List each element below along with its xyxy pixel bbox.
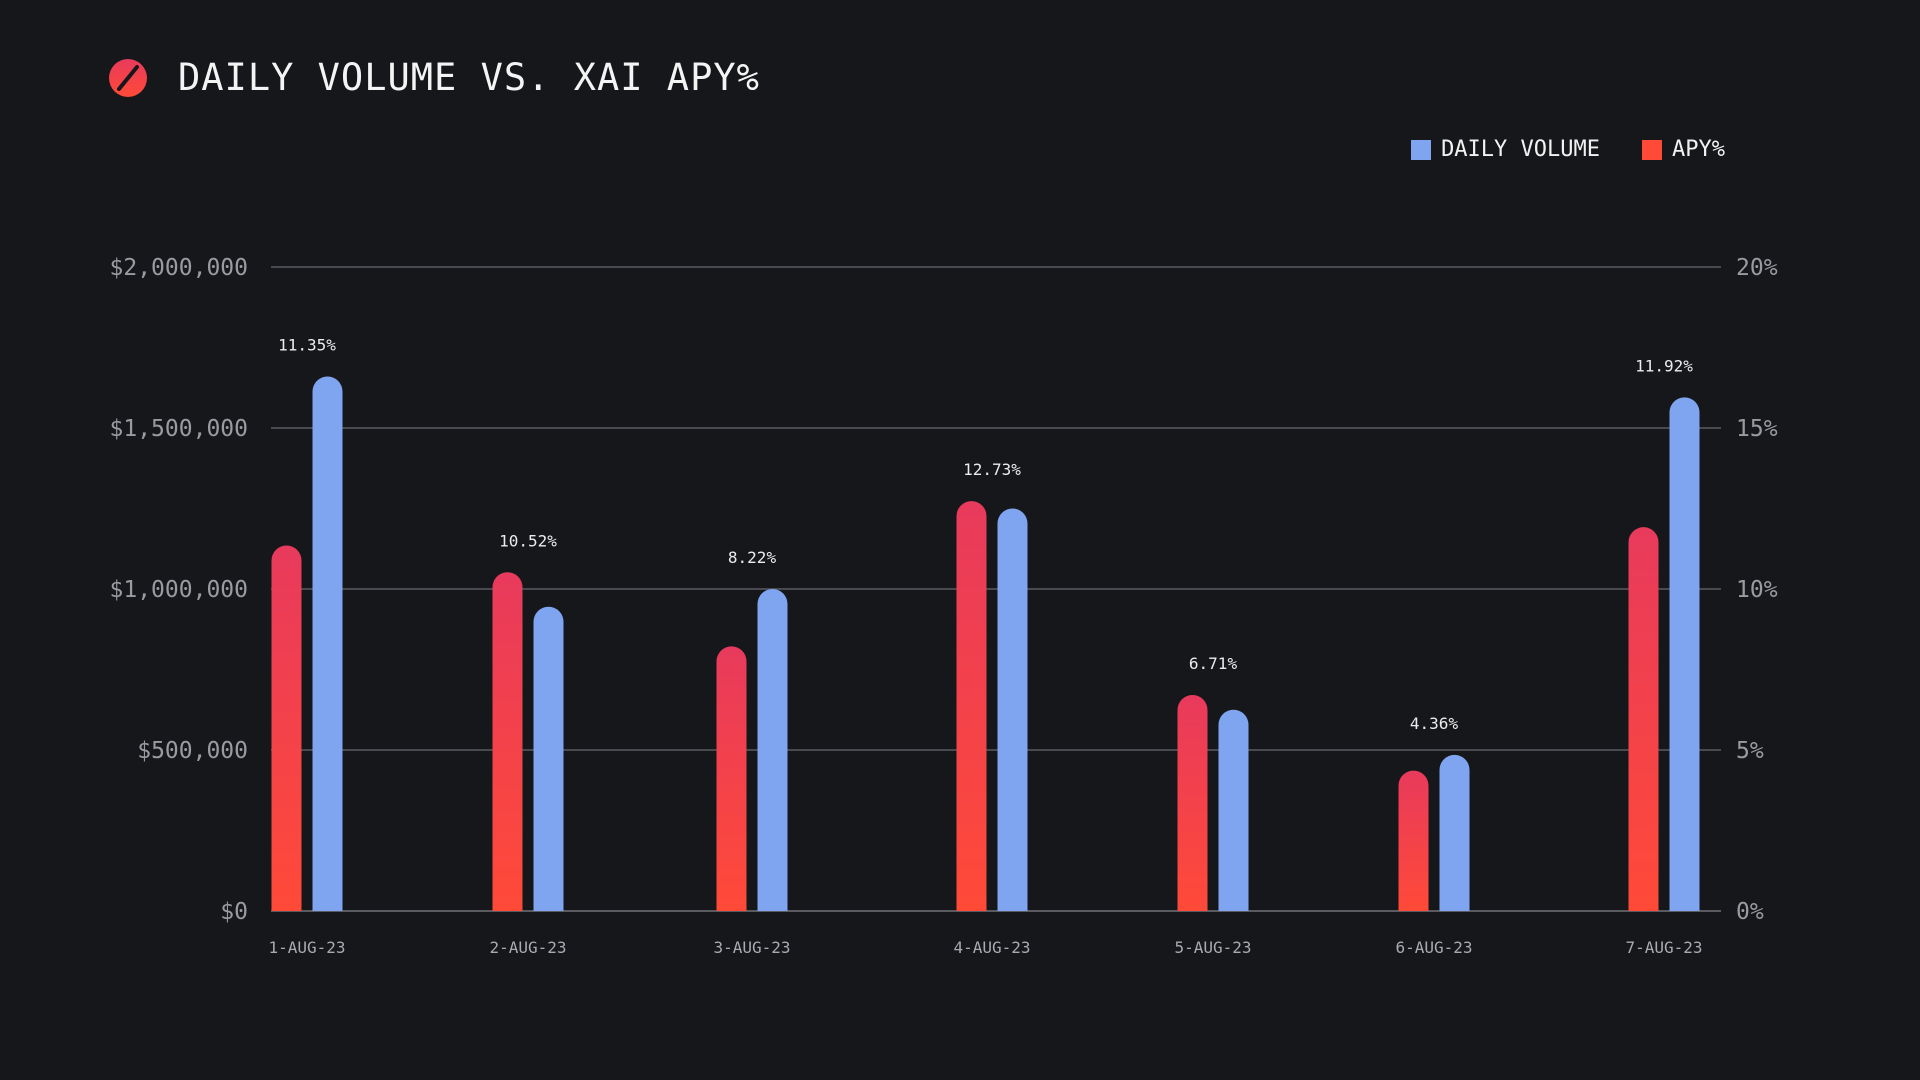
x-tick-label: 1-AUG-23	[268, 938, 345, 957]
y-right-tick-label: 0%	[1736, 899, 1764, 925]
x-tick-label: 3-AUG-23	[713, 938, 790, 957]
volume-bar	[1669, 397, 1700, 911]
y-left-tick-label: $1,500,000	[110, 416, 248, 442]
apy-bar	[716, 646, 747, 911]
legend-item-apy: APY%	[1642, 137, 1725, 162]
chart-legend: DAILY VOLUME APY%	[1411, 137, 1725, 162]
chart-header: DAILY VOLUME VS. XAI APY%	[108, 56, 760, 99]
legend-label-volume: DAILY VOLUME	[1441, 137, 1601, 162]
y-left-tick-label: $0	[220, 899, 248, 925]
legend-item-volume: DAILY VOLUME	[1411, 137, 1600, 162]
apy-data-label: 12.73%	[963, 460, 1021, 479]
volume-bar	[1218, 709, 1249, 911]
x-tick-label: 7-AUG-23	[1625, 938, 1702, 957]
volume-bar	[533, 606, 564, 911]
grid-lines	[271, 266, 1721, 912]
apy-bar	[1398, 770, 1429, 911]
volume-bar	[757, 589, 788, 911]
y-left-tick-label: $2,000,000	[110, 255, 248, 281]
legend-swatch-apy	[1642, 139, 1663, 160]
apy-data-label: 4.36%	[1410, 714, 1459, 733]
x-tick-label: 6-AUG-23	[1395, 938, 1472, 957]
bars	[271, 376, 1700, 911]
legend-swatch-volume	[1411, 139, 1432, 160]
y-right-tick-label: 10%	[1736, 577, 1778, 603]
apy-data-label: 11.92%	[1635, 356, 1693, 375]
apy-data-label: 8.22%	[728, 548, 777, 567]
apy-bar	[271, 545, 302, 911]
volume-bar	[997, 508, 1028, 911]
volume-bar	[312, 376, 343, 911]
y-right-tick-label: 20%	[1736, 255, 1778, 281]
slashed-circle-icon	[108, 58, 148, 98]
x-tick-label: 4-AUG-23	[953, 938, 1030, 957]
apy-data-label: 6.71%	[1189, 654, 1238, 673]
page-title: DAILY VOLUME VS. XAI APY%	[178, 56, 760, 99]
apy-data-label: 10.52%	[499, 531, 557, 550]
y-left-tick-label: $1,000,000	[110, 577, 248, 603]
apy-bar	[1177, 694, 1208, 911]
apy-bar	[956, 501, 987, 911]
y-left-tick-label: $500,000	[137, 738, 248, 764]
apy-bar	[1628, 527, 1659, 911]
apy-data-label: 11.35%	[278, 335, 336, 354]
legend-label-apy: APY%	[1672, 137, 1725, 162]
x-tick-label: 2-AUG-23	[489, 938, 566, 957]
labels: $0 $500,000 $1,000,000 $1,500,000 $2,000,000…	[110, 255, 1778, 957]
x-tick-label: 5-AUG-23	[1174, 938, 1251, 957]
y-right-tick-label: 5%	[1736, 738, 1764, 764]
apy-bar	[492, 572, 523, 911]
volume-bar	[1439, 754, 1470, 911]
y-right-tick-label: 15%	[1736, 416, 1778, 442]
